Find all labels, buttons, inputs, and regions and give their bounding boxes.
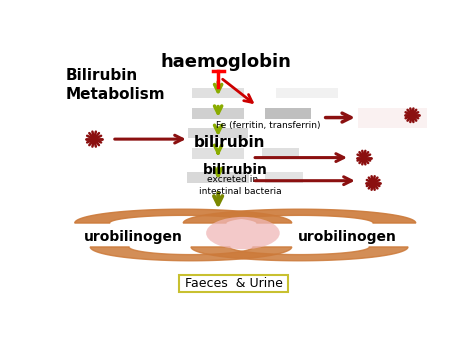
Text: excreted in: excreted in: [207, 175, 258, 185]
Bar: [187, 172, 249, 183]
Bar: [264, 108, 311, 119]
Bar: [192, 148, 245, 159]
Text: urobilinogen: urobilinogen: [83, 230, 182, 244]
Bar: [357, 107, 428, 127]
Bar: [265, 172, 302, 183]
Text: Faeces  & Urine: Faeces & Urine: [185, 277, 283, 290]
Text: Fe (ferritin, transferrin): Fe (ferritin, transferrin): [216, 121, 321, 130]
Text: urobilinogen: urobilinogen: [298, 230, 397, 244]
Bar: [192, 88, 245, 98]
Bar: [188, 127, 248, 138]
Bar: [276, 88, 338, 98]
Text: bilirubin: bilirubin: [203, 163, 268, 177]
Polygon shape: [75, 209, 292, 223]
Text: Bilirubin
Metabolism: Bilirubin Metabolism: [65, 68, 165, 102]
Ellipse shape: [206, 217, 280, 249]
Polygon shape: [90, 247, 292, 261]
Bar: [179, 275, 288, 292]
Text: intestinal bacteria: intestinal bacteria: [199, 187, 281, 196]
Bar: [262, 148, 299, 159]
Text: bilirubin: bilirubin: [194, 136, 265, 150]
Text: haemoglobin: haemoglobin: [160, 53, 292, 71]
Bar: [192, 108, 245, 119]
Polygon shape: [191, 247, 408, 261]
Polygon shape: [183, 209, 416, 223]
